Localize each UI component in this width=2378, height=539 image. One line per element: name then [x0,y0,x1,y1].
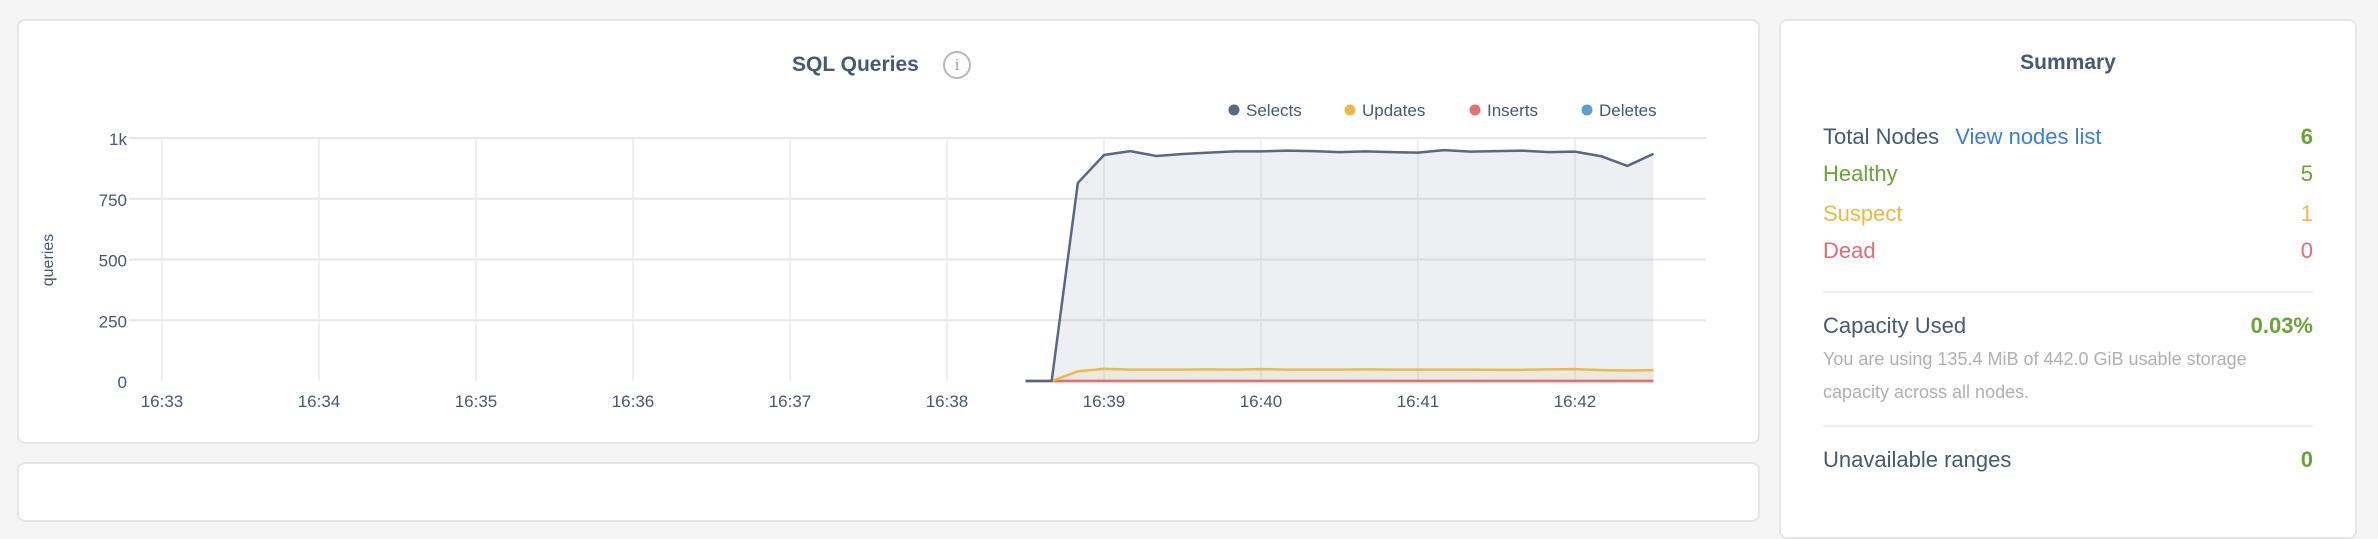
legend-label-updates: Updates [1362,101,1425,120]
legend-marker-deletes [1581,104,1593,116]
capacity-label: Capacity Used [1823,313,1967,338]
healthy-row: Healthy 5 [1823,161,2313,187]
legend-label-inserts: Inserts [1487,101,1538,120]
y-tick-label: 750 [99,191,127,210]
view-nodes-list-link[interactable]: View nodes list [1955,124,2102,149]
legend-label-deletes: Deletes [1599,101,1657,120]
divider [1823,425,2313,427]
unavailable-ranges-value: 0 [2300,447,2313,472]
unavailable-ranges-row: Unavailable ranges 0 [1823,447,2313,473]
dead-label: Dead [1823,238,1876,263]
summary-title: Summary [2020,51,2116,74]
series-area-updates [1025,368,1654,381]
legend-marker-inserts [1469,104,1481,116]
capacity-row: Capacity Used 0.03% [1823,313,2313,339]
y-tick-label: 1k [109,130,127,149]
next-panel [17,462,1760,522]
total-nodes-value: 6 [2300,124,2313,149]
series-line-updates [1025,367,1654,383]
info-circle-icon[interactable]: i [943,51,971,79]
legend-marker-updates [1344,104,1356,116]
summary-panel: Summary Total Nodes View nodes list 6 Hea… [1779,19,2357,539]
series-area-selects [1025,150,1654,381]
dead-value: 0 [2300,238,2313,263]
sql-queries-chart: 0 250 500 750 1k 16:33 16:34 16:35 16:36 16:37 16:… [40,101,1706,411]
total-nodes-label: Total Nodes [1823,124,1940,149]
chart-title: SQL Queries [792,53,919,76]
capacity-value: 0.03% [2250,313,2313,338]
sql-queries-panel: SQL Queries i 0 250 500 750 1k 16:33 16:34 16:3… [17,19,1760,444]
suspect-value: 1 [2300,201,2313,226]
y-tick-label: 0 [118,373,127,392]
series-line-selects [1025,148,1655,383]
dead-row: Dead 0 [1823,238,2313,264]
y-tick-label: 500 [99,252,127,271]
total-nodes-row: Total Nodes View nodes list 6 [1823,124,2313,150]
x-tick-label: 16:38 [926,392,969,411]
x-tick-label: 16:33 [141,392,184,411]
legend-marker-selects [1228,104,1240,116]
unavailable-ranges-label: Unavailable ranges [1823,447,2012,472]
y-tick-label: 250 [99,312,127,331]
y-axis-label: queries [40,234,57,286]
x-tick-label: 16:37 [769,392,812,411]
healthy-value: 5 [2300,161,2313,186]
x-tick-label: 16:35 [455,392,498,411]
divider [1823,291,2313,293]
suspect-label: Suspect [1823,201,1903,226]
capacity-description: You are using 135.4 MiB of 442.0 GiB usa… [1823,349,2247,402]
healthy-label: Healthy [1823,161,1898,186]
x-tick-label: 16:42 [1554,392,1597,411]
x-tick-label: 16:36 [612,392,655,411]
x-tick-label: 16:41 [1397,392,1440,411]
suspect-row: Suspect 1 [1823,201,2313,227]
x-tick-label: 16:34 [298,392,341,411]
x-tick-label: 16:40 [1240,392,1283,411]
x-tick-label: 16:39 [1083,392,1126,411]
legend-label-selects: Selects [1246,101,1302,120]
